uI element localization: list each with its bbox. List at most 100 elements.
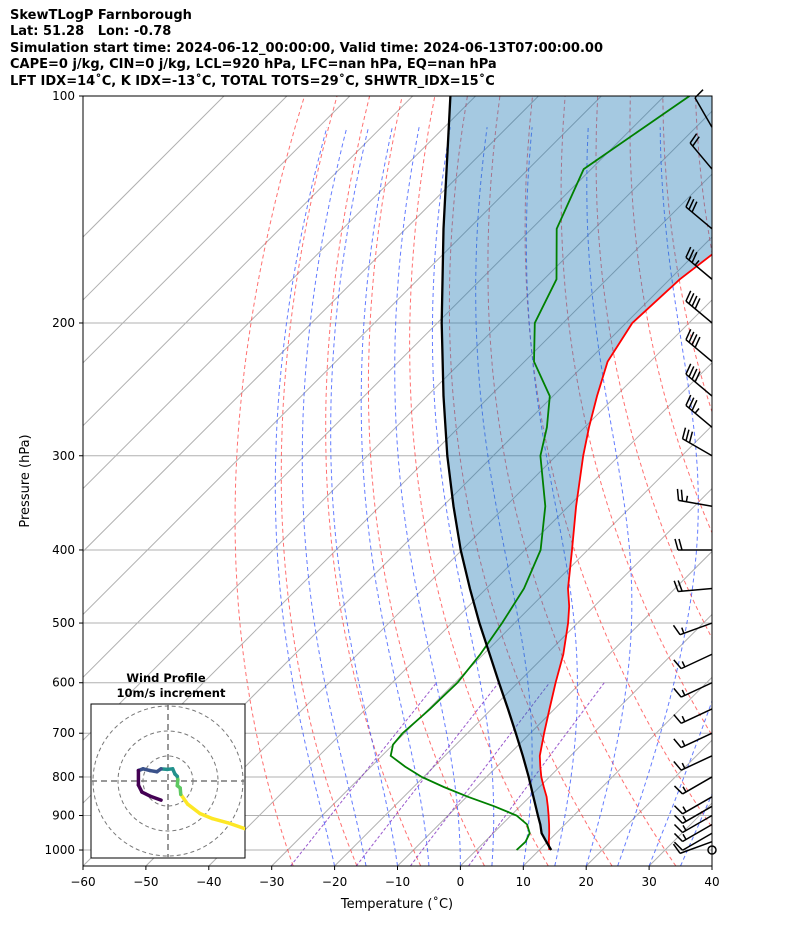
y-tick-label: 100	[52, 89, 75, 103]
wind-barb-halfflag	[681, 627, 685, 634]
isotherm-gridline	[83, 96, 414, 427]
wind-barb-staff	[685, 339, 713, 363]
y-tick-label: 400	[52, 543, 75, 557]
wind-barb-flag	[688, 366, 695, 378]
hodograph-segment	[185, 802, 202, 816]
wind-barb	[685, 196, 713, 230]
wind-barb-flag	[692, 136, 700, 147]
wind-barb-staff	[682, 832, 713, 851]
wind-barb-flag	[685, 394, 692, 406]
y-tick-label: 700	[52, 726, 75, 740]
x-tick-label: 30	[641, 875, 656, 889]
wind-barb-flag	[691, 399, 698, 411]
isotherm-gridline	[145, 299, 712, 866]
wind-barb-halfflag	[694, 408, 700, 414]
wind-barb-flag	[688, 331, 695, 343]
wind-barb	[673, 580, 713, 593]
wind-barb-flag	[688, 198, 695, 210]
x-tick-label: −20	[322, 875, 347, 889]
dry-adiabat	[409, 96, 549, 866]
wind-barb-flag	[676, 488, 680, 501]
wind-barb-halfflag	[681, 740, 686, 747]
y-tick-label: 600	[52, 676, 75, 690]
cin-shading	[441, 96, 712, 850]
wind-barb-halfflag	[682, 786, 687, 793]
wind-barb	[672, 841, 713, 855]
x-axis-label: Temperature (˚C)	[340, 896, 453, 912]
wind-barb-staff	[682, 776, 713, 795]
dry-adiabat	[448, 96, 613, 866]
chart-title-block: SkewTLogP Farnborough Lat: 51.28 Lon: -0…	[10, 8, 603, 90]
hodograph-segment	[179, 792, 190, 806]
dry-adiabat	[234, 96, 305, 866]
moist-adiabat	[360, 127, 430, 866]
wind-barb-flag	[672, 624, 681, 636]
wind-barb	[673, 732, 713, 749]
hodograph-ring	[117, 730, 219, 832]
y-tick-label: 1000	[44, 843, 75, 857]
wind-barb-staff	[680, 708, 713, 725]
wind-barb-staff	[685, 256, 713, 280]
wind-barb	[673, 653, 713, 670]
wind-barb	[685, 394, 713, 428]
y-axis-ticks: 1000 900 800 700 600 500 400 300 200 100	[44, 89, 83, 857]
wind-barb	[676, 488, 713, 507]
wind-barb-flag	[673, 687, 682, 698]
wind-barb	[685, 329, 713, 363]
inset-subtitle: 10m/s increment	[117, 686, 226, 700]
x-tick-label: −40	[196, 875, 221, 889]
isotherm-gridline	[83, 96, 602, 616]
wind-barb-flag	[685, 329, 692, 341]
wind-barb	[673, 682, 713, 698]
title-indices-cape: CAPE=0 j/kg, CIN=0 j/kg, LCL=920 hPa, LF…	[10, 57, 497, 73]
wind-barb-flag	[673, 832, 684, 843]
isotherm-gridline	[83, 96, 665, 679]
isotherm-gridline	[334, 487, 712, 866]
hodograph-segment	[198, 811, 215, 821]
wind-barb-flag	[673, 814, 684, 824]
wind-barb-flag	[685, 290, 692, 302]
dry-adiabat	[325, 96, 422, 866]
wind-barb	[673, 832, 713, 851]
profile-lines	[389, 96, 712, 851]
wind-barb	[685, 246, 713, 280]
wind-barb-staff	[685, 300, 713, 324]
title-location: Lat: 51.28 Lon: -0.78	[10, 24, 172, 40]
wind-barb-flag	[681, 427, 687, 439]
wind-barb-flag	[691, 251, 698, 263]
wind-barb	[685, 363, 713, 397]
wind-barb-flag	[673, 714, 682, 724]
wind-barb-staff	[682, 438, 713, 457]
wind-barb-staff	[682, 796, 713, 815]
wind-barb-flag	[673, 823, 684, 834]
moist-adiabat	[585, 127, 633, 866]
wind-barb-halfflag	[682, 815, 687, 822]
wind-barb-flag	[691, 201, 698, 213]
wind-barb-staff	[678, 587, 713, 593]
wind-barb-flag	[685, 196, 692, 208]
wind-barb-flag	[673, 760, 682, 771]
wind-barb-halfflag	[681, 715, 686, 722]
hodograph-segment	[148, 794, 163, 802]
wind-barb-staff	[682, 814, 713, 834]
x-tick-label: −60	[70, 875, 95, 889]
wind-barb-flag	[685, 246, 692, 258]
y-axis-label: Pressure (hPa)	[18, 434, 33, 527]
dry-adiabat	[728, 96, 794, 866]
wind-barb-staff	[680, 653, 713, 670]
wind-barb	[681, 427, 713, 457]
wind-barb-staff	[682, 823, 713, 843]
wind-barb-staff	[680, 682, 713, 698]
moist-adiabat	[711, 864, 712, 866]
wind-barb-halfflag	[681, 689, 686, 696]
isotherm-gridline	[83, 96, 288, 301]
y-tick-label: 500	[52, 616, 75, 630]
hodograph	[91, 704, 245, 858]
wind-barb	[689, 133, 713, 170]
wind-barb	[673, 796, 713, 815]
wind-barb	[672, 622, 713, 636]
wind-barb-flag	[691, 334, 698, 346]
wind-barb-staff	[685, 206, 713, 230]
dry-adiabat	[761, 96, 794, 866]
